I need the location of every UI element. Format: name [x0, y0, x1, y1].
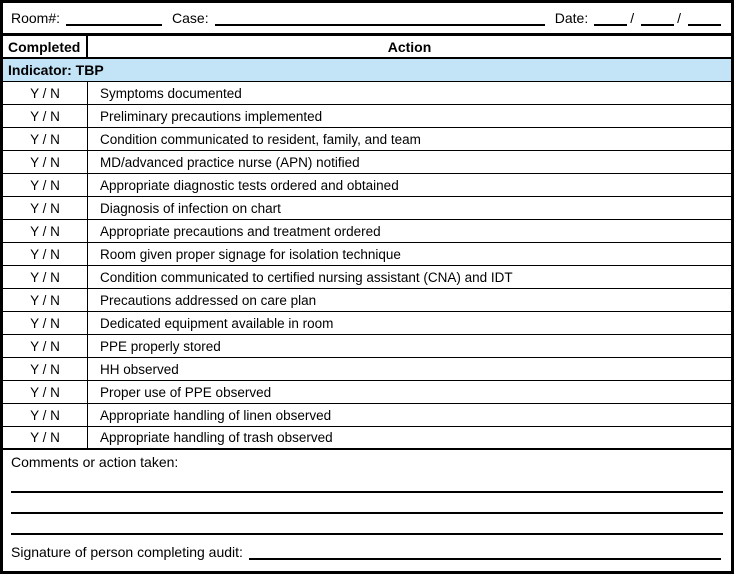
- action-text: MD/advanced practice nurse (APN) notifie…: [100, 154, 360, 170]
- indicator-row: Indicator: TBP: [3, 59, 731, 82]
- table-row: Y / N Appropriate precautions and treatme…: [3, 220, 731, 243]
- completed-choice[interactable]: Y / N: [3, 266, 88, 288]
- completed-choice[interactable]: Y / N: [3, 289, 88, 311]
- room-number-label: Room#:: [11, 10, 61, 26]
- completed-choice[interactable]: Y / N: [3, 381, 88, 403]
- date-separator: /: [630, 10, 635, 26]
- signature-field[interactable]: [248, 544, 721, 560]
- date-label: Date:: [554, 10, 589, 26]
- action-text: Condition communicated to resident, fami…: [100, 131, 421, 147]
- action-text: Appropriate handling of trash observed: [100, 430, 333, 445]
- action-text: Appropriate diagnostic tests ordered and…: [100, 177, 399, 193]
- table-row: Y / N Appropriate handling of trash obser…: [3, 427, 731, 450]
- table-row: Y / N Appropriate handling of linen obser…: [3, 404, 731, 427]
- completed-choice[interactable]: Y / N: [3, 220, 88, 242]
- table-row: Y / N Diagnosis of infection on chart: [3, 197, 731, 220]
- audit-table: Completed Action Indicator: TBP Y / N Sym…: [3, 36, 731, 450]
- action-text: Symptoms documented: [100, 85, 242, 101]
- room-number-field[interactable]: [66, 10, 163, 26]
- table-body: Y / N Symptoms documented Y / N Preliminary…: [3, 82, 731, 450]
- table-row: Y / N Condition communicated to resident,…: [3, 128, 731, 151]
- table-row: Y / N Room given proper signage for isola…: [3, 243, 731, 266]
- completed-choice[interactable]: Y / N: [3, 197, 88, 219]
- case-label: Case:: [172, 10, 209, 26]
- table-row: Y / N MD/advanced practice nurse (APN) no…: [3, 151, 731, 174]
- completed-choice[interactable]: Y / N: [3, 174, 88, 196]
- action-text: Precautions addressed on care plan: [100, 292, 317, 308]
- table-row: Y / N Condition communicated to certified…: [3, 266, 731, 289]
- completed-choice[interactable]: Y / N: [3, 243, 88, 265]
- table-row: Y / N Preliminary precautions implemented: [3, 105, 731, 128]
- completed-choice[interactable]: Y / N: [3, 335, 88, 357]
- date-separator: /: [677, 10, 681, 26]
- completed-choice[interactable]: Y / N: [3, 427, 88, 448]
- table-row: Y / N Appropriate diagnostic tests ordere…: [3, 174, 731, 197]
- comments-line-1[interactable]: [11, 472, 723, 493]
- comments-line-3[interactable]: [11, 514, 723, 535]
- action-text: Appropriate handling of linen observed: [100, 407, 332, 423]
- completed-choice[interactable]: Y / N: [3, 82, 88, 104]
- action-text: Diagnosis of infection on chart: [100, 200, 281, 216]
- table-row: Y / N PPE properly stored: [3, 335, 731, 358]
- completed-choice[interactable]: Y / N: [3, 312, 88, 334]
- action-text: PPE properly stored: [100, 338, 221, 354]
- comments-section: Comments or action taken: Signature of p…: [3, 450, 731, 560]
- completed-choice[interactable]: Y / N: [3, 151, 88, 173]
- completed-choice[interactable]: Y / N: [3, 358, 88, 380]
- signature-label: Signature of person completing audit:: [11, 544, 243, 560]
- action-text: HH observed: [100, 361, 179, 377]
- date-month-field[interactable]: [594, 10, 628, 26]
- column-header-completed: Completed: [3, 36, 88, 57]
- comments-label: Comments or action taken:: [11, 454, 179, 470]
- action-text: Preliminary precautions implemented: [100, 108, 323, 124]
- comments-line-2[interactable]: [11, 493, 723, 514]
- completed-choice[interactable]: Y / N: [3, 128, 88, 150]
- table-row: Y / N Dedicated equipment available in ro…: [3, 312, 731, 335]
- date-day-field[interactable]: [641, 10, 675, 26]
- column-header-action: Action: [387, 38, 432, 55]
- form-header-fields: Room#: Case: Date: / /: [3, 3, 731, 36]
- completed-choice[interactable]: Y / N: [3, 404, 88, 426]
- action-text: Condition communicated to certified nurs…: [100, 269, 513, 285]
- date-year-field[interactable]: [688, 10, 721, 26]
- action-text: Proper use of PPE observed: [100, 384, 272, 400]
- signature-row: Signature of person completing audit:: [11, 540, 723, 560]
- table-row: Y / N HH observed: [3, 358, 731, 381]
- table-header-row: Completed Action: [3, 36, 731, 59]
- table-row: Y / N Precautions addressed on care plan: [3, 289, 731, 312]
- table-row: Y / N Proper use of PPE observed: [3, 381, 731, 404]
- table-row: Y / N Symptoms documented: [3, 82, 731, 105]
- action-text: Appropriate precautions and treatment or…: [100, 223, 381, 239]
- action-text: Room given proper signage for isolation …: [100, 246, 401, 262]
- completed-choice[interactable]: Y / N: [3, 105, 88, 127]
- action-text: Dedicated equipment available in room: [100, 315, 334, 331]
- case-field[interactable]: [214, 10, 545, 26]
